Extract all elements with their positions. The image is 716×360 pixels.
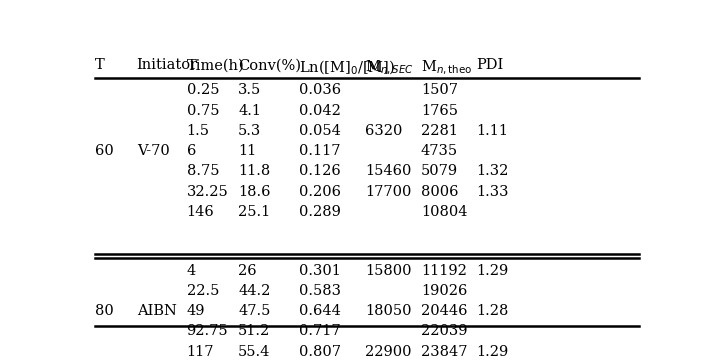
Text: 92.75: 92.75 xyxy=(187,324,228,338)
Text: 26: 26 xyxy=(238,264,257,278)
Text: 4: 4 xyxy=(187,264,196,278)
Text: 15800: 15800 xyxy=(365,264,412,278)
Text: 1.11: 1.11 xyxy=(476,124,508,138)
Text: T: T xyxy=(95,58,105,72)
Text: 1.28: 1.28 xyxy=(476,304,508,318)
Text: 1.29: 1.29 xyxy=(476,264,508,278)
Text: 8.75: 8.75 xyxy=(187,164,219,178)
Text: Initiator: Initiator xyxy=(137,58,198,72)
Text: 0.807: 0.807 xyxy=(299,345,342,359)
Text: 10804: 10804 xyxy=(421,205,468,219)
Text: 6320: 6320 xyxy=(365,124,402,138)
Text: 1507: 1507 xyxy=(421,84,458,98)
Text: 3.5: 3.5 xyxy=(238,84,261,98)
Text: Time(h): Time(h) xyxy=(187,58,244,72)
Text: PDI: PDI xyxy=(476,58,503,72)
Text: 6: 6 xyxy=(187,144,196,158)
Text: 2281: 2281 xyxy=(421,124,458,138)
Text: 0.042: 0.042 xyxy=(299,104,341,118)
Text: 0.117: 0.117 xyxy=(299,144,341,158)
Text: 0.036: 0.036 xyxy=(299,84,342,98)
Text: M$_{n,SEC}$: M$_{n,SEC}$ xyxy=(365,58,415,77)
Text: 18050: 18050 xyxy=(365,304,412,318)
Text: 80: 80 xyxy=(95,304,114,318)
Text: 0.206: 0.206 xyxy=(299,185,342,199)
Text: 0.583: 0.583 xyxy=(299,284,342,298)
Text: 4735: 4735 xyxy=(421,144,458,158)
Text: 0.25: 0.25 xyxy=(187,84,219,98)
Text: 23847: 23847 xyxy=(421,345,468,359)
Text: M$_{n,\mathrm{theo}}$: M$_{n,\mathrm{theo}}$ xyxy=(421,58,472,77)
Text: 55.4: 55.4 xyxy=(238,345,271,359)
Text: 32.25: 32.25 xyxy=(187,185,228,199)
Text: 11.8: 11.8 xyxy=(238,164,271,178)
Text: 146: 146 xyxy=(187,205,214,219)
Text: 47.5: 47.5 xyxy=(238,304,271,318)
Text: 15460: 15460 xyxy=(365,164,412,178)
Text: 0.75: 0.75 xyxy=(187,104,219,118)
Text: Ln([M]$_0$/[M]): Ln([M]$_0$/[M]) xyxy=(299,58,395,77)
Text: 1.33: 1.33 xyxy=(476,185,509,199)
Text: 1.32: 1.32 xyxy=(476,164,508,178)
Text: 22900: 22900 xyxy=(365,345,412,359)
Text: 0.717: 0.717 xyxy=(299,324,341,338)
Text: 60: 60 xyxy=(95,144,114,158)
Text: 25.1: 25.1 xyxy=(238,205,271,219)
Text: AIBN: AIBN xyxy=(137,304,177,318)
Text: 8006: 8006 xyxy=(421,185,458,199)
Text: 117: 117 xyxy=(187,345,214,359)
Text: 1.29: 1.29 xyxy=(476,345,508,359)
Text: 44.2: 44.2 xyxy=(238,284,271,298)
Text: 22.5: 22.5 xyxy=(187,284,219,298)
Text: 0.289: 0.289 xyxy=(299,205,341,219)
Text: 1765: 1765 xyxy=(421,104,458,118)
Text: 0.644: 0.644 xyxy=(299,304,341,318)
Text: 0.301: 0.301 xyxy=(299,264,341,278)
Text: 1.5: 1.5 xyxy=(187,124,210,138)
Text: V-70: V-70 xyxy=(137,144,170,158)
Text: 0.126: 0.126 xyxy=(299,164,341,178)
Text: 22039: 22039 xyxy=(421,324,468,338)
Text: 51.2: 51.2 xyxy=(238,324,271,338)
Text: 49: 49 xyxy=(187,304,205,318)
Text: 0.054: 0.054 xyxy=(299,124,341,138)
Text: 18.6: 18.6 xyxy=(238,185,271,199)
Text: 20446: 20446 xyxy=(421,304,468,318)
Text: 19026: 19026 xyxy=(421,284,467,298)
Text: 4.1: 4.1 xyxy=(238,104,261,118)
Text: 5079: 5079 xyxy=(421,164,458,178)
Text: Conv(%): Conv(%) xyxy=(238,58,301,72)
Text: 11: 11 xyxy=(238,144,256,158)
Text: 5.3: 5.3 xyxy=(238,124,261,138)
Text: 11192: 11192 xyxy=(421,264,467,278)
Text: 17700: 17700 xyxy=(365,185,412,199)
